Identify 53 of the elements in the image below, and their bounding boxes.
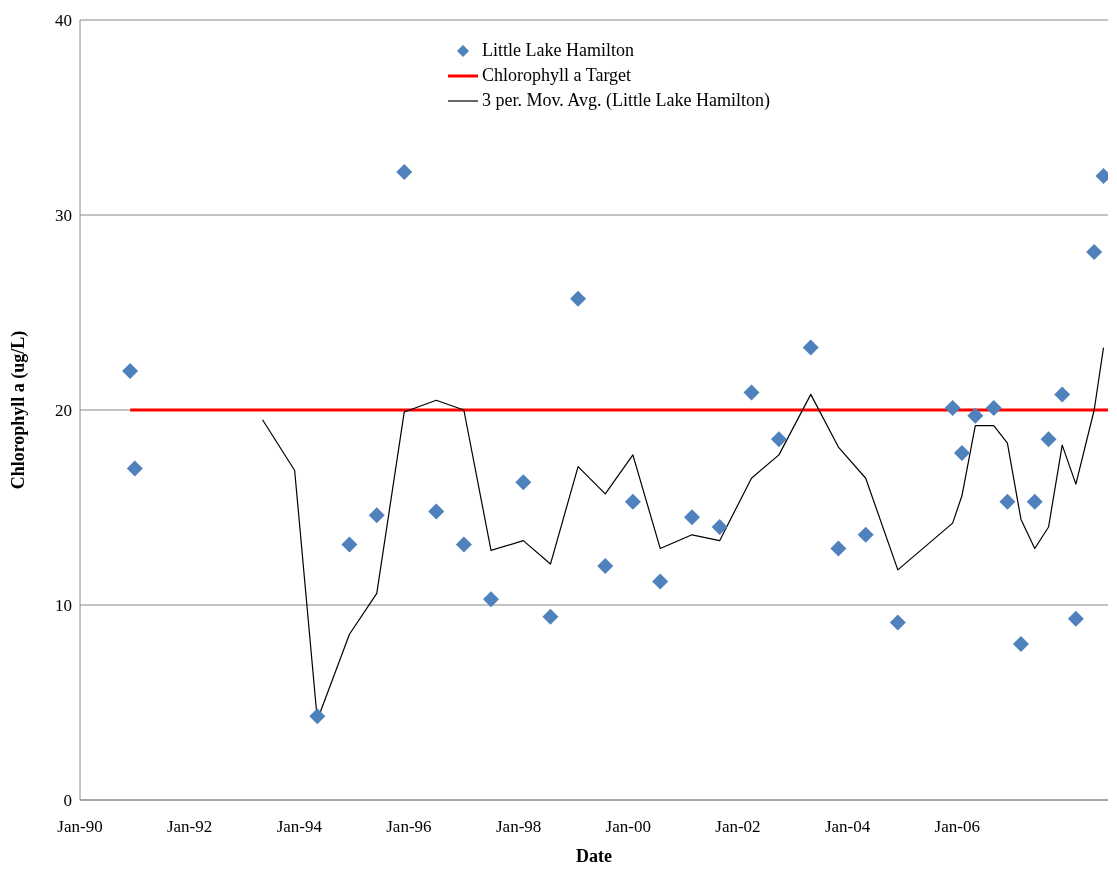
point — [1026, 493, 1043, 510]
point — [1067, 610, 1084, 627]
point — [542, 608, 559, 625]
point — [309, 708, 326, 725]
point — [944, 400, 961, 417]
point — [1086, 244, 1103, 261]
point — [652, 573, 669, 590]
point — [122, 363, 139, 379]
x-tick-label: Jan-92 — [166, 817, 213, 837]
x-tick-label: Jan-96 — [386, 817, 432, 837]
point — [857, 526, 874, 543]
point — [889, 614, 906, 631]
legend-label: 3 per. Mov. Avg. (Little Lake Hamilton) — [482, 89, 770, 112]
point — [624, 493, 641, 510]
y-tick-label: 20 — [55, 401, 72, 421]
y-tick-label: 10 — [55, 596, 72, 616]
y-tick-label: 40 — [55, 11, 72, 31]
x-tick-label: Jan-90 — [57, 817, 103, 837]
legend-label: Chlorophyll a Target — [482, 64, 632, 87]
x-tick-label: Jan-04 — [824, 817, 871, 837]
point — [967, 407, 984, 424]
point — [597, 558, 614, 574]
point — [515, 474, 532, 491]
x-tick-label: Jan-06 — [934, 817, 980, 837]
point — [483, 591, 500, 608]
y-tick-label: 0 — [63, 791, 72, 811]
x-tick-label: Jan-02 — [715, 817, 761, 837]
x-axis-title: Date — [576, 846, 612, 866]
y-axis-title: Chlorophyll a (ug/L) — [8, 330, 30, 490]
point — [428, 503, 445, 520]
point — [830, 540, 847, 557]
point — [999, 493, 1016, 510]
legend-label: Little Lake Hamilton — [482, 39, 634, 62]
point — [802, 339, 819, 356]
point — [684, 509, 701, 526]
point — [1054, 386, 1071, 403]
x-tick-label: Jan-94 — [276, 817, 323, 837]
point — [711, 519, 728, 535]
point — [126, 460, 143, 477]
point — [985, 400, 1002, 417]
point — [368, 507, 385, 524]
point — [570, 290, 587, 307]
point — [1040, 431, 1057, 448]
point — [396, 164, 413, 181]
point — [455, 536, 472, 553]
y-tick-label: 30 — [55, 206, 72, 226]
x-tick-label: Jan-98 — [495, 817, 542, 837]
x-tick-label: Jan-00 — [605, 817, 651, 837]
point — [953, 444, 970, 461]
point — [743, 384, 760, 401]
point — [341, 536, 358, 553]
point — [770, 431, 787, 448]
point — [1012, 636, 1029, 652]
